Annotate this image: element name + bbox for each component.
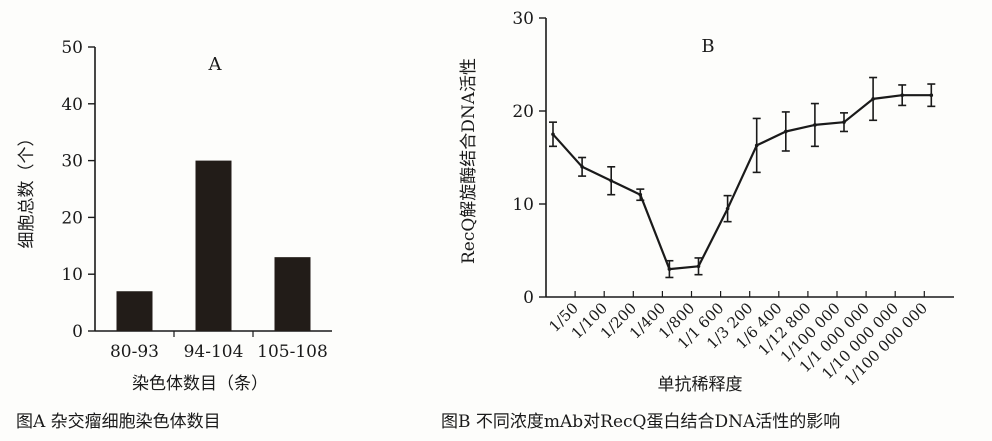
chart-b-data-point — [609, 178, 613, 183]
chart-a-bar — [195, 160, 232, 331]
chart-b: B RecQ解旋酶结合DNA活性 单抗稀释度 图B 不同浓度mAb对RecQ蛋白… — [441, 9, 954, 432]
chart-a-x-tick-label: 80-93 — [110, 342, 159, 362]
chart-b-data-point — [784, 129, 788, 134]
chart-b-data-point — [900, 93, 904, 97]
chart-b-data-point — [813, 123, 817, 127]
chart-a-y-tick-label: 0 — [72, 322, 83, 342]
chart-b-data-point — [754, 143, 759, 148]
chart-b-y-tick-label: 10 — [512, 195, 534, 215]
chart-a: A 细胞总数（个） 染色体数目（条） 图A 杂交瘤细胞染色体数目 0 10 20 30… — [16, 38, 332, 432]
chart-b-data-point — [638, 192, 643, 197]
chart-a-y-axis-label: 细胞总数（个） — [17, 130, 37, 249]
chart-b-data-point — [667, 267, 672, 271]
chart-b-line — [551, 93, 934, 271]
chart-a-bars — [116, 160, 311, 331]
chart-b-panel-label: B — [701, 36, 714, 57]
chart-b-x-axis-label: 单抗稀释度 — [658, 375, 743, 395]
chart-a-x-ticks: 80-93 94-104 105-108 — [110, 331, 328, 362]
chart-b-y-axis-label: RecQ解旋酶结合DNA活性 — [459, 58, 479, 264]
chart-b-data-point — [929, 93, 934, 97]
chart-a-y-tick-label: 50 — [61, 38, 83, 58]
chart-b-data-point — [871, 97, 875, 101]
chart-b-y-ticks: 0 10 20 30 — [512, 9, 546, 308]
chart-b-data-point — [551, 132, 555, 137]
chart-b-caption: 图B 不同浓度mAb对RecQ蛋白结合DNA活性的影响 — [441, 412, 840, 432]
chart-b-series-line — [552, 94, 932, 271]
chart-a-x-axis-label: 染色体数目（条） — [132, 374, 268, 394]
chart-b-y-tick-label: 0 — [523, 288, 534, 308]
chart-a-x-tick-label: 105-108 — [257, 342, 328, 362]
chart-b-data-point — [842, 120, 846, 124]
chart-b-y-tick-label: 20 — [512, 102, 534, 122]
chart-a-y-tick-label: 10 — [61, 265, 83, 285]
chart-a-y-tick-label: 40 — [61, 95, 83, 115]
chart-b-data-point — [696, 264, 701, 269]
chart-b-data-point — [580, 165, 584, 169]
chart-a-bar — [274, 257, 311, 331]
chart-a-y-tick-label: 20 — [61, 208, 83, 228]
chart-a-x-tick-label: 94-104 — [184, 342, 244, 362]
chart-a-bar — [116, 291, 153, 331]
chart-a-y-ticks: 0 10 20 30 40 50 — [61, 38, 95, 342]
chart-a-y-tick-label: 30 — [61, 152, 83, 172]
chart-a-caption: 图A 杂交瘤细胞染色体数目 — [16, 412, 221, 432]
chart-b-data-point — [725, 206, 730, 211]
chart-b-y-tick-label: 30 — [512, 9, 534, 29]
chart-a-panel-label: A — [208, 54, 223, 75]
